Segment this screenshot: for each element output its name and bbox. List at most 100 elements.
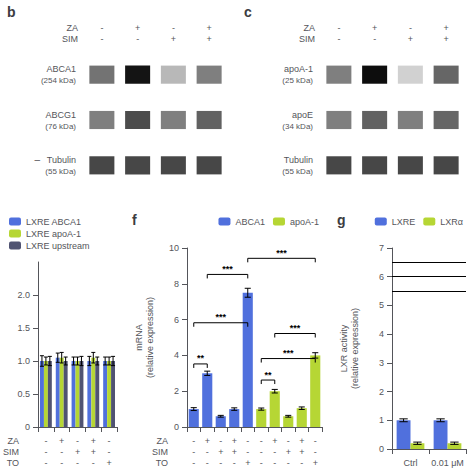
svg-text:***: *** — [215, 312, 226, 322]
svg-text:***: *** — [290, 323, 301, 333]
svg-text:(relative expression): (relative expression) — [145, 297, 155, 378]
svg-text:2: 2 — [379, 387, 384, 397]
svg-text:4: 4 — [379, 329, 384, 339]
svg-text:ZA: ZA — [66, 23, 78, 33]
svg-text:-: - — [172, 23, 175, 33]
svg-text:***: *** — [222, 264, 233, 274]
svg-text:2: 2 — [174, 386, 179, 396]
svg-text:-: - — [337, 23, 340, 33]
svg-text:+: + — [75, 447, 80, 457]
svg-text:2.0: 2.0 — [17, 290, 30, 300]
svg-text:3: 3 — [379, 358, 384, 368]
svg-text:+: + — [232, 436, 237, 446]
svg-text:-: - — [60, 458, 63, 468]
svg-text:10: 10 — [169, 243, 179, 253]
svg-text:-: - — [100, 23, 103, 33]
svg-text:5: 5 — [379, 300, 384, 310]
svg-text:-: - — [192, 458, 195, 468]
svg-text:+: + — [135, 23, 140, 33]
svg-text:+: + — [245, 458, 250, 468]
svg-text:ABCG1: ABCG1 — [45, 110, 76, 120]
svg-text:**: ** — [197, 353, 205, 363]
svg-text:c: c — [244, 4, 252, 20]
svg-text:SIM: SIM — [152, 447, 168, 457]
svg-text:ZA: ZA — [303, 23, 315, 33]
svg-text:6: 6 — [174, 315, 179, 325]
svg-text:-: - — [192, 447, 195, 457]
svg-text:+: + — [313, 458, 318, 468]
svg-text:-: - — [44, 436, 47, 446]
svg-text:-: - — [206, 458, 209, 468]
svg-text:-: - — [136, 34, 139, 44]
svg-text:+: + — [443, 34, 448, 44]
svg-text:apoE: apoE — [292, 110, 313, 120]
svg-text:-: - — [409, 23, 412, 33]
svg-text:+: + — [218, 447, 223, 457]
svg-text:1: 1 — [379, 415, 384, 425]
svg-text:***: *** — [283, 348, 294, 358]
svg-text:f: f — [132, 212, 137, 228]
svg-text:-: - — [273, 447, 276, 457]
svg-text:apoA-1: apoA-1 — [290, 217, 319, 227]
svg-text:b: b — [7, 4, 16, 20]
svg-text:-: - — [246, 436, 249, 446]
svg-text:ABCA1: ABCA1 — [46, 64, 76, 74]
svg-text:SIM: SIM — [299, 34, 315, 44]
svg-text:ABCA1: ABCA1 — [235, 217, 265, 227]
svg-text:LXRE ABCA1: LXRE ABCA1 — [26, 217, 81, 227]
svg-text:+: + — [59, 436, 64, 446]
svg-text:LXRE upstream: LXRE upstream — [26, 241, 90, 251]
svg-text:-: - — [246, 447, 249, 457]
svg-text:1.0: 1.0 — [17, 356, 30, 366]
svg-text:-: - — [100, 34, 103, 44]
svg-text:+: + — [91, 447, 96, 457]
svg-text:ZA: ZA — [8, 436, 20, 446]
svg-text:ZA: ZA — [157, 436, 169, 446]
svg-text:–: – — [35, 154, 41, 165]
svg-text:LXRE: LXRE — [392, 217, 416, 227]
svg-text:g: g — [337, 212, 346, 228]
svg-text:mRNA: mRNA — [134, 324, 144, 351]
svg-text:-: - — [92, 458, 95, 468]
svg-text:0.01 μM: 0.01 μM — [431, 458, 464, 468]
svg-text:-: - — [44, 447, 47, 457]
svg-text:+: + — [206, 34, 211, 44]
svg-text:+: + — [299, 447, 304, 457]
svg-text:***: *** — [276, 248, 287, 258]
svg-text:+: + — [443, 23, 448, 33]
svg-text:(55 kDa): (55 kDa) — [45, 167, 76, 176]
svg-text:(25 kDa): (25 kDa) — [282, 76, 313, 85]
svg-text:+: + — [91, 436, 96, 446]
svg-text:-: - — [76, 458, 79, 468]
svg-text:apoA-1: apoA-1 — [284, 64, 313, 74]
svg-text:(254 kDa): (254 kDa) — [41, 76, 76, 85]
svg-text:+: + — [299, 436, 304, 446]
svg-text:-: - — [60, 447, 63, 457]
svg-text:-: - — [233, 458, 236, 468]
svg-text:-: - — [373, 34, 376, 44]
svg-text:(relative expression): (relative expression) — [350, 308, 360, 389]
svg-text:-: - — [300, 458, 303, 468]
svg-text:-: - — [108, 436, 111, 446]
svg-text:4: 4 — [174, 350, 179, 360]
svg-text:-: - — [337, 34, 340, 44]
svg-text:+: + — [286, 447, 291, 457]
svg-text:LXRα: LXRα — [440, 217, 463, 227]
svg-text:1.5: 1.5 — [17, 323, 30, 333]
svg-text:SIM: SIM — [3, 447, 19, 457]
svg-text:LXRE apoA-1: LXRE apoA-1 — [26, 229, 81, 239]
svg-text:(76 kDa): (76 kDa) — [45, 122, 76, 131]
svg-text:8: 8 — [174, 279, 179, 289]
svg-text:(34 kDa): (34 kDa) — [282, 122, 313, 131]
svg-text:-: - — [108, 447, 111, 457]
svg-text:Ctrl: Ctrl — [404, 458, 418, 468]
svg-text:Tubulin: Tubulin — [284, 155, 313, 165]
svg-text:-: - — [314, 436, 317, 446]
svg-text:-: - — [219, 436, 222, 446]
svg-text:+: + — [206, 23, 211, 33]
svg-text:+: + — [372, 23, 377, 33]
svg-text:0: 0 — [25, 422, 30, 432]
svg-text:7: 7 — [379, 243, 384, 253]
svg-text:+: + — [272, 436, 277, 446]
svg-text:**: ** — [264, 370, 272, 380]
